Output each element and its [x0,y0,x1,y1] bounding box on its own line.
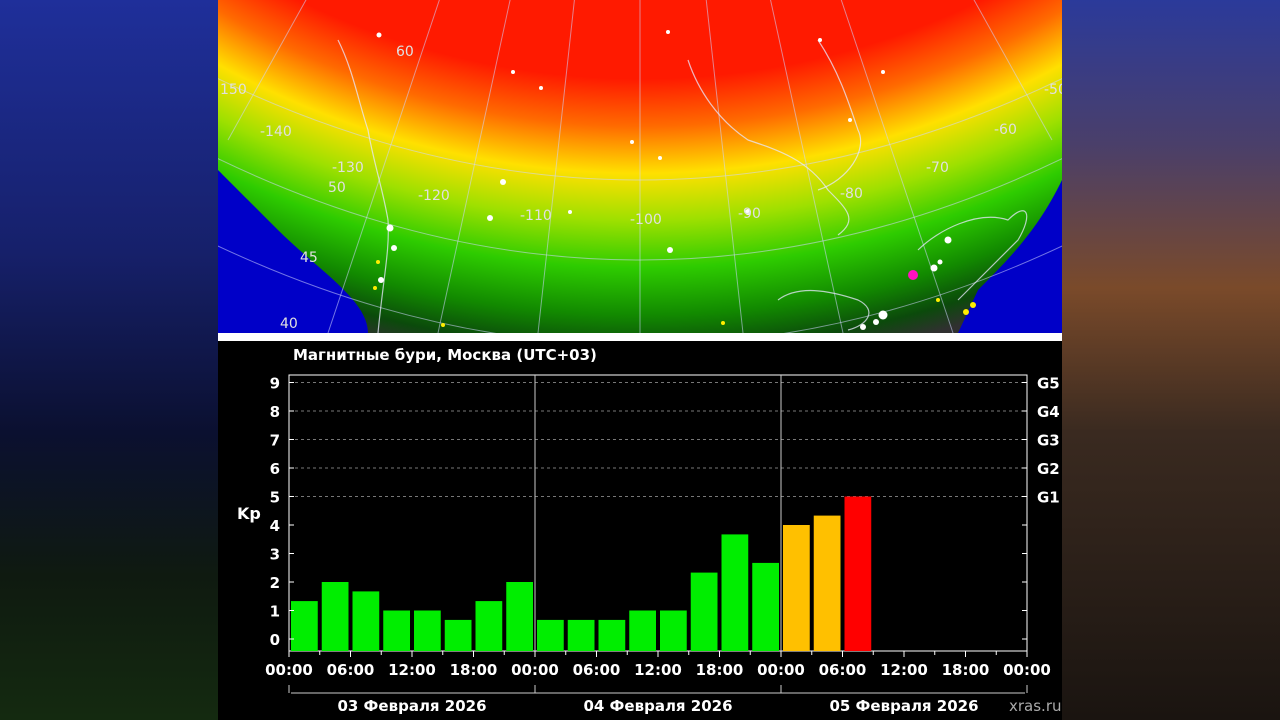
location-marker [908,270,918,280]
aurora-map: 150 -140 -130 -120 -110 -100 -90 -80 -70… [218,0,1062,333]
y-tick-label: 0 [270,631,280,649]
storm-level-G4: G4 [1037,403,1060,421]
x-tick-label: 00:00 [511,661,559,679]
x-tick-label: 12:00 [880,661,928,679]
y-tick-label: 6 [270,460,280,478]
y-tick-label: 3 [270,546,280,564]
svg-text:-140: -140 [260,124,292,140]
kp-bar [352,591,380,651]
kp-bars [291,496,872,651]
x-tick-label: 00:00 [757,661,805,679]
x-tick-label: 00:00 [265,661,313,679]
x-tick-label: 00:00 [1003,661,1051,679]
kp-bar [629,610,656,651]
chart-title: Магнитные бури, Москва (UTC+03) [293,346,597,364]
forecast-panel: 150 -140 -130 -120 -110 -100 -90 -80 -70… [218,0,1062,720]
svg-text:-70: -70 [926,160,949,176]
longitude-labels: 150 -140 -130 -120 -110 -100 -90 -80 -70… [220,82,1062,228]
kp-bar [414,610,441,651]
divider [218,333,1062,341]
storm-level-G2: G2 [1037,460,1060,478]
svg-text:-90: -90 [738,206,761,222]
day-label: 03 Февраля 2026 [337,697,486,715]
x-tick-labels: 00:00 06:00 12:00 18:00 00:00 06:00 12:00 18:00… [265,651,1051,679]
kp-bar [660,610,687,651]
x-tick-label: 06:00 [327,661,375,679]
svg-text:-130: -130 [332,160,364,176]
y-tick-label: 7 [270,432,280,450]
day-labels: 03 Февраля 2026 04 Февраля 2026 05 Февраля… [288,685,1028,715]
coastlines [337,39,1028,333]
kp-bar [444,619,472,651]
svg-text:-80: -80 [840,186,863,202]
kp-bar [752,562,779,651]
svg-text:-60: -60 [994,122,1017,138]
storm-level-G1: G1 [1037,489,1060,507]
kp-bar [537,619,564,651]
kp-bar [321,582,349,651]
kp-bar [813,515,841,651]
x-tick-label: 12:00 [388,661,436,679]
x-tick-label: 18:00 [942,661,990,679]
svg-text:-50: -50 [1044,82,1062,98]
storm-level-labels: G1 G2 G3 G4 G5 [1037,375,1060,507]
y-tick-label: 8 [270,403,280,421]
kp-bar [383,610,410,651]
y-tick-label: 4 [270,517,280,535]
kp-bar [506,582,533,651]
kp-bar [291,601,318,651]
kp-bar [783,525,810,651]
y-tick-label: 9 [270,375,280,393]
cities [373,30,976,330]
svg-text:150: 150 [220,82,247,98]
svg-text:45: 45 [300,250,318,266]
svg-text:-110: -110 [520,208,552,224]
day-label: 05 Февраля 2026 [829,697,978,715]
svg-text:-100: -100 [630,212,662,228]
kp-bar [721,534,749,651]
x-tick-label: 06:00 [573,661,621,679]
svg-text:40: 40 [280,316,298,332]
background-left [0,0,218,720]
storm-level-G3: G3 [1037,432,1060,450]
gridlines [289,382,1027,497]
plot-frame [288,374,1028,652]
y-tick-labels: 0 1 2 3 4 5 6 7 8 9 [270,375,1027,649]
day-dividers [534,375,782,651]
x-tick-label: 12:00 [634,661,682,679]
day-label: 04 Февраля 2026 [583,697,732,715]
y-tick-label: 2 [270,574,280,592]
x-tick-label: 18:00 [696,661,744,679]
y-axis-label: Kp [237,504,261,523]
storm-level-G5: G5 [1037,375,1060,393]
x-tick-label: 18:00 [450,661,498,679]
y-tick-label: 5 [270,489,280,507]
background-right [1062,0,1280,720]
kp-bar [690,572,718,651]
kp-bar [844,496,872,651]
kp-bar [475,601,503,651]
svg-text:60: 60 [396,44,414,60]
kp-chart: Магнитные бури, Москва (UTC+03) Kp 0 1 2 3 4… [237,346,1062,715]
svg-text:50: 50 [328,180,346,196]
kp-bar [598,619,626,651]
latitude-labels: 60 50 45 40 [280,44,414,332]
kp-bar [567,619,595,651]
credit-label: xras.ru [1009,697,1062,715]
x-tick-label: 06:00 [819,661,867,679]
y-tick-label: 1 [270,603,280,621]
graticule [218,0,1062,333]
svg-text:-120: -120 [418,188,450,204]
